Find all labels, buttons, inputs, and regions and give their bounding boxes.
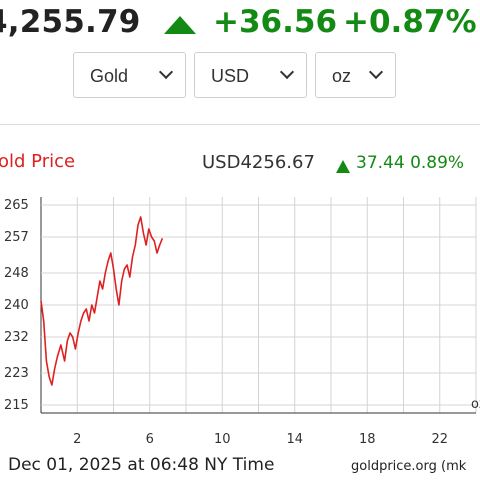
chevron-down-icon	[368, 64, 384, 80]
chart-source-link[interactable]: goldprice.org (mk	[351, 459, 467, 474]
x-tick-label: 10	[214, 432, 231, 447]
price-series-line	[40, 216, 164, 386]
price-ticker: 4,255.79 +36.56 +0.87%	[0, 4, 480, 48]
up-arrow-icon	[164, 16, 196, 34]
chevron-down-icon	[279, 64, 295, 80]
chevron-down-icon	[158, 64, 174, 80]
up-arrow-icon	[336, 160, 350, 173]
chart-canvas: 265 257 248 240 232 223 215 2 6 10 14 18 22 oz	[4, 197, 480, 447]
x-tick-label: 6	[146, 432, 154, 447]
y-tick-label: 223	[4, 366, 29, 381]
y-tick-label: 248	[4, 266, 29, 281]
chart-title: old Price	[0, 151, 76, 172]
y-tick-label: 257	[4, 230, 29, 245]
x-tick-label: 18	[359, 432, 376, 447]
unit-select[interactable]: oz	[315, 52, 396, 98]
metal-select[interactable]: Gold	[73, 52, 186, 98]
y-tick-label: 240	[4, 298, 29, 313]
gold-price-chart: 265 257 248 240 232 223 215 2 6 10 14 18 22 oz old P…	[0, 124, 480, 481]
y-tick-label: 215	[4, 398, 29, 413]
y-tick-label: 265	[4, 198, 29, 213]
price-change-percent: +0.87%	[343, 4, 477, 40]
unit-corner-label: oz	[471, 397, 480, 412]
chart-header-change: 37.44 0.89%	[356, 153, 465, 173]
chart-header-price: USD4256.67	[202, 152, 315, 173]
currency-select[interactable]: USD	[194, 52, 307, 98]
metal-select-value: Gold	[90, 66, 129, 86]
price-change: +36.56	[213, 4, 338, 40]
x-tick-label: 2	[73, 432, 81, 447]
unit-select-value: oz	[332, 66, 352, 86]
chart-timestamp: Dec 01, 2025 at 06:48 NY Time	[8, 455, 275, 475]
x-tick-label: 22	[431, 432, 448, 447]
y-tick-label: 232	[4, 330, 29, 345]
currency-select-value: USD	[211, 66, 250, 86]
x-tick-label: 14	[286, 432, 303, 447]
spot-price: 4,255.79	[0, 4, 141, 40]
